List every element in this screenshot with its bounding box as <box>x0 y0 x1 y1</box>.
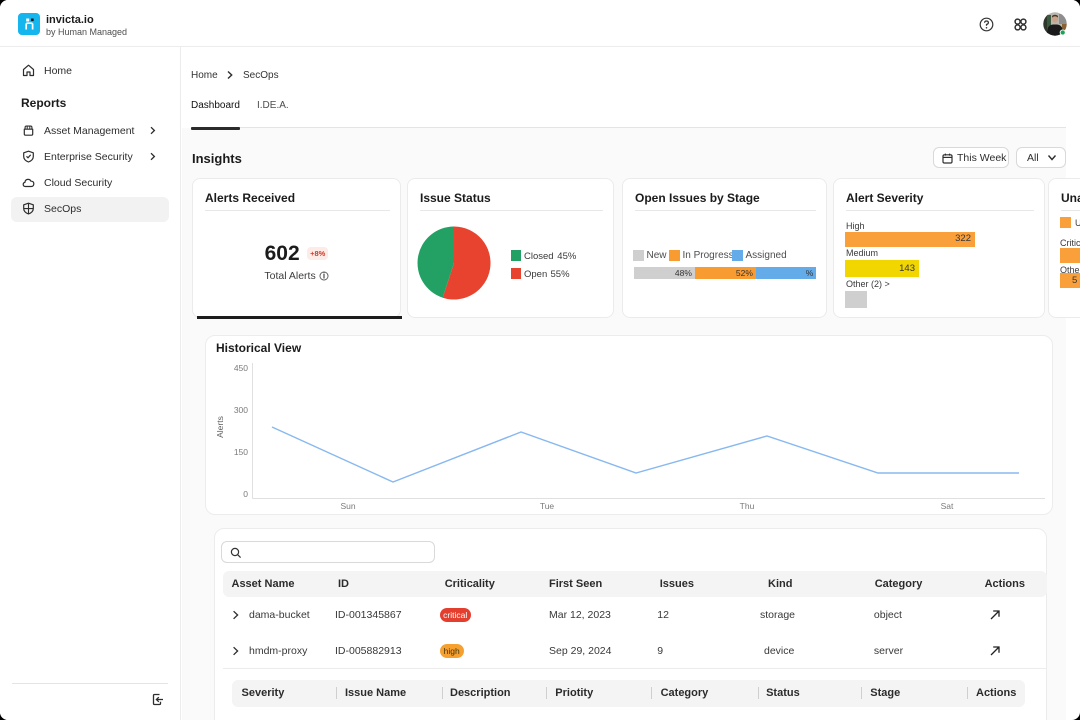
svg-text:Tue: Tue <box>540 501 555 511</box>
svg-text:150: 150 <box>234 447 248 457</box>
svg-text:450: 450 <box>234 363 248 373</box>
svg-text:Sun: Sun <box>340 501 355 511</box>
svg-text:Sat: Sat <box>941 501 954 511</box>
svg-text:Alerts: Alerts <box>215 416 225 438</box>
svg-text:Thu: Thu <box>740 501 755 511</box>
svg-text:0: 0 <box>243 489 248 499</box>
svg-text:300: 300 <box>234 405 248 415</box>
